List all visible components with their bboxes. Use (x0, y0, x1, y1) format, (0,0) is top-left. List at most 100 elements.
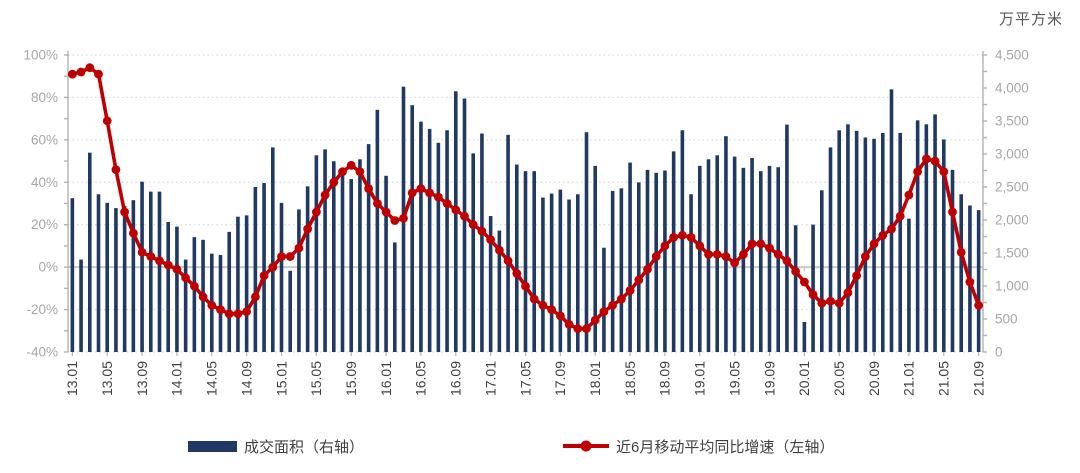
line-point (747, 239, 757, 249)
line-point (285, 252, 295, 261)
bar (584, 132, 589, 352)
line-point (948, 207, 957, 217)
line-point (782, 256, 792, 266)
left-axis-label: 80% (31, 90, 58, 105)
bar (140, 181, 144, 352)
line-point (974, 300, 983, 310)
bar (741, 167, 746, 352)
line-point (477, 226, 487, 236)
line-point (102, 116, 112, 126)
bar (776, 167, 781, 352)
bar (602, 247, 606, 352)
line-point (364, 184, 373, 194)
bar (907, 218, 911, 352)
line-point (712, 250, 722, 259)
line-point (869, 239, 879, 249)
line-point (338, 167, 347, 177)
bar (114, 208, 118, 352)
line-point (129, 228, 138, 238)
x-axis-label: 14.05 (204, 361, 220, 396)
bar (166, 221, 171, 352)
bar (462, 98, 467, 352)
bar (619, 188, 624, 352)
line-point (416, 184, 426, 194)
bar (680, 130, 685, 352)
bar (523, 171, 528, 352)
line-point (146, 252, 156, 261)
line-point (320, 190, 330, 200)
bar (506, 134, 510, 352)
line-point (538, 300, 548, 310)
right-axis-label: 3,000 (995, 147, 1029, 162)
bar (314, 155, 319, 352)
bar (846, 124, 850, 352)
left-axis-label: 20% (31, 217, 58, 232)
bar (297, 209, 301, 352)
x-axis-label: 20.09 (866, 361, 882, 396)
bar (148, 191, 153, 352)
x-axis-label: 13.01 (64, 361, 80, 396)
right-axis-label: 500 (995, 312, 1018, 327)
line-point (843, 288, 853, 297)
left-axis-label: 100% (23, 48, 58, 63)
line-point (634, 275, 644, 285)
line-point (625, 286, 635, 295)
line-point (704, 250, 713, 259)
bar (976, 210, 981, 352)
line-point (303, 224, 312, 234)
bar (889, 89, 894, 352)
bar (244, 215, 249, 352)
line-point (163, 260, 173, 270)
line-point (895, 211, 905, 221)
x-axis-label: 19.01 (692, 361, 708, 396)
x-axis-label: 18.01 (587, 361, 603, 396)
right-axis: 4,500 4,000 3,500 3,000 2,500 2,000 1,500 1,000… (983, 48, 1029, 360)
line-point (268, 262, 278, 272)
bar (427, 128, 432, 352)
x-axis-label: 20.05 (831, 361, 847, 396)
line-point (826, 296, 835, 306)
line-point (381, 207, 391, 217)
line-point (773, 250, 783, 259)
x-axis-label: 14.09 (238, 361, 254, 396)
line-point (529, 294, 539, 304)
bar (480, 133, 484, 352)
line-point (887, 224, 896, 234)
left-axis-label: 60% (31, 132, 58, 147)
line-point (547, 305, 556, 314)
bar (750, 157, 754, 352)
line-point (233, 309, 243, 319)
bar (453, 91, 458, 353)
bar (340, 172, 345, 352)
bar (671, 151, 676, 352)
bar (636, 182, 641, 352)
x-axis-label: 20.01 (796, 361, 812, 396)
bar (122, 206, 127, 352)
bar (419, 121, 423, 352)
line-point (399, 213, 408, 223)
line-point (425, 188, 434, 198)
left-axis: 100% 80% 60% 40% 20% 0% -20% -40% (23, 48, 68, 360)
line-point (346, 160, 356, 170)
bar (410, 105, 415, 352)
line-point (695, 241, 705, 251)
bar (253, 187, 258, 352)
bar (793, 225, 798, 352)
bar (471, 153, 476, 352)
bar (549, 193, 554, 352)
x-axis-label: 16.09 (448, 361, 464, 396)
bar (541, 197, 545, 352)
bar (384, 175, 388, 352)
x-axis-label: 13.05 (99, 361, 115, 396)
line-point (643, 264, 652, 274)
line-point (242, 307, 252, 317)
bar (183, 259, 188, 352)
bar (488, 216, 493, 352)
left-axis-label: 40% (31, 175, 58, 190)
bar (863, 137, 868, 352)
bar (279, 202, 284, 352)
right-axis-label: 3,500 (995, 114, 1029, 129)
bar-series-swatch (188, 440, 237, 452)
line-point (808, 290, 818, 300)
